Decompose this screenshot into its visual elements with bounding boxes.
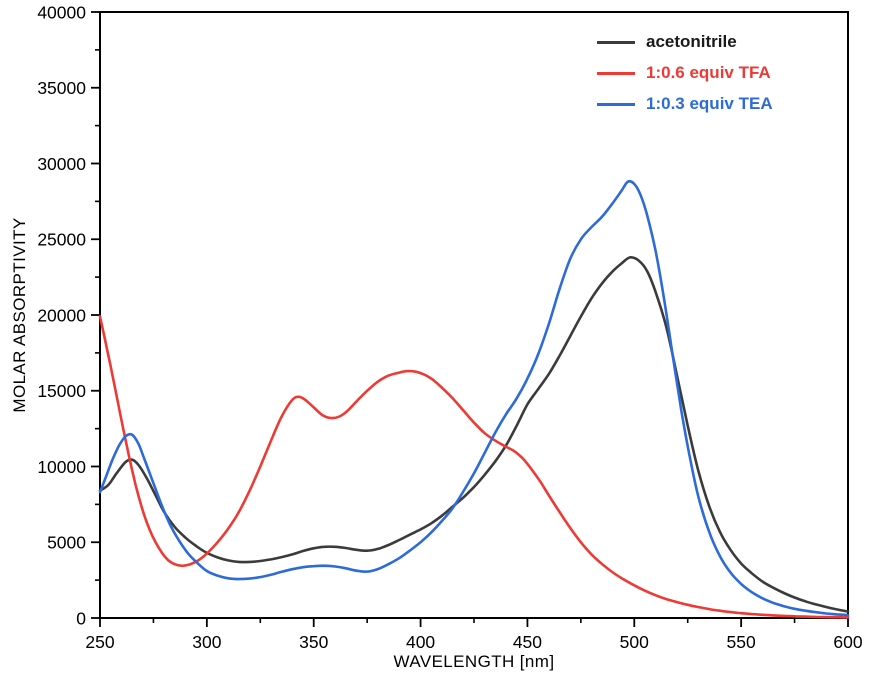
series-line-acetonitrile [98,255,850,613]
y-tick-label: 25000 [37,230,86,250]
legend-item: acetonitrile [597,32,773,52]
legend-line-swatch [597,40,635,44]
legend-label: 1:0.6 equiv TFA [646,63,771,82]
y-tick-label: 10000 [37,457,86,477]
y-tick-label: 30000 [37,154,86,174]
x-tick-label: 400 [406,632,435,652]
x-tick-label: 450 [513,632,542,652]
x-tick-label: 350 [299,632,328,652]
legend-label: 1:0.3 equiv TEA [646,94,773,113]
legend-line-swatch [597,71,635,75]
x-tick-label: 250 [85,632,114,652]
legend-label: acetonitrile [646,32,737,51]
y-tick-label: 35000 [37,78,86,98]
plot-frame [99,11,849,619]
series-line-1-0-3-equiv-tea [98,179,850,617]
series-line-1-0-6-equiv-tfa [98,315,850,619]
x-tick-label: 600 [833,632,862,652]
y-tick-label: 20000 [37,305,86,325]
x-tick-label: 550 [727,632,756,652]
legend-line-swatch [597,102,635,106]
y-tick-label: 5000 [47,533,86,553]
y-tick-label: 40000 [37,2,86,22]
x-tick-label: 300 [192,632,221,652]
legend-item: 1:0.6 equiv TFA [597,63,773,83]
x-tick-label: 500 [620,632,649,652]
y-tick-label: 15000 [37,381,86,401]
y-axis-label: MOLAR ABSORPTIVITY [10,217,29,413]
y-tick-label: 0 [76,608,86,628]
x-axis-label: WAVELENGTH [nm] [393,652,555,671]
legend-item: 1:0.3 equiv TEA [597,94,773,114]
legend: acetonitrile 1:0.6 equiv TFA 1:0.3 equiv T… [597,32,773,114]
